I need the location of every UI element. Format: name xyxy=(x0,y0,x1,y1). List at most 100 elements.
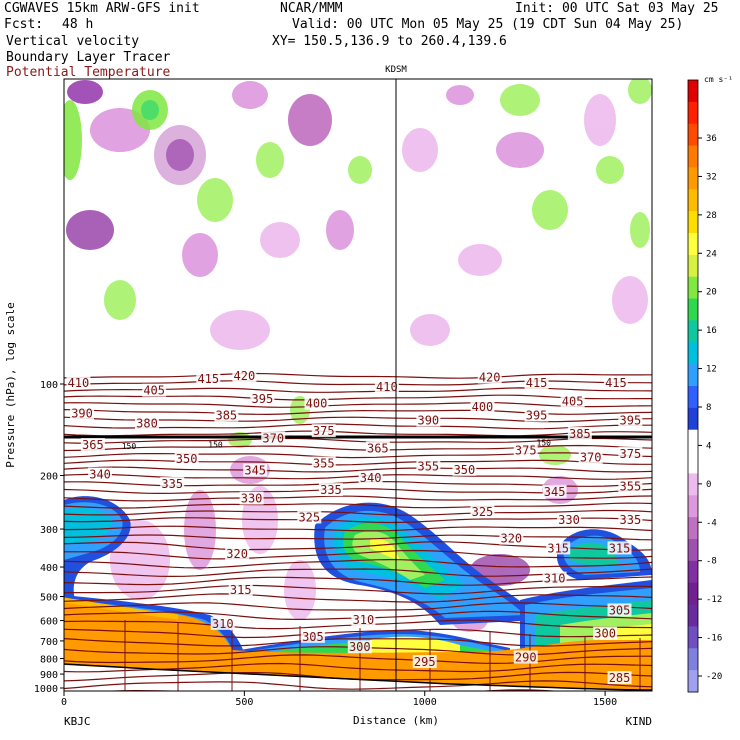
theta-contour xyxy=(64,699,652,707)
theta-label-bg xyxy=(607,671,632,685)
theta-label: 335 xyxy=(620,513,642,527)
colorbar-swatch xyxy=(688,364,698,387)
theta-label: 415 xyxy=(526,376,548,390)
theta-label-bg xyxy=(232,369,257,383)
x-tick-label: 500 xyxy=(235,697,253,708)
theta-label-bg xyxy=(578,450,603,464)
y-tick-label: 600 xyxy=(40,617,58,628)
theta-label-bg xyxy=(160,477,185,491)
inline-label: 150 xyxy=(537,439,552,448)
theta-label-bg xyxy=(513,650,538,664)
theta-label-bg xyxy=(225,546,250,560)
colorbar-unit: cm s⁻¹ xyxy=(704,75,733,84)
theta-label-bg xyxy=(546,541,571,555)
left-station-label: KBJC xyxy=(64,715,91,728)
theta-label-bg xyxy=(470,505,495,519)
theta-contour xyxy=(64,638,652,647)
right-station-label: KIND xyxy=(626,715,653,728)
theta-label-bg xyxy=(452,462,477,476)
terrain-line xyxy=(64,663,652,691)
theta-label: 315 xyxy=(609,541,631,555)
theta-label-bg xyxy=(347,640,372,654)
theta-label: 350 xyxy=(176,452,198,466)
colorbar-label: 36 xyxy=(706,134,717,144)
theta-contour xyxy=(64,423,652,430)
colorbar-label: 24 xyxy=(706,249,717,259)
forecast-label: Fcst: xyxy=(4,17,44,32)
theta-contour xyxy=(64,517,652,524)
theta-label-bg xyxy=(297,510,322,524)
colorbar-label: -20 xyxy=(706,672,722,682)
x-axis-title: Distance (km) xyxy=(353,714,439,727)
y-tick-label: 800 xyxy=(40,655,58,666)
theta-label-bg xyxy=(607,603,632,617)
theta-label-bg xyxy=(374,379,399,393)
theta-label: 355 xyxy=(417,459,439,473)
colorbar-swatch xyxy=(688,473,698,496)
field-boundary-layer-tracer: Boundary Layer Tracer xyxy=(6,50,171,65)
theta-labels: 410 415 420 410 420 415 415 405 395 400 400 405 390 3… xyxy=(66,369,643,685)
y-tick-label: 400 xyxy=(40,563,58,574)
colorbar-label: -4 xyxy=(706,518,717,528)
field-vertical-velocity: Vertical velocity xyxy=(6,34,140,49)
theta-label: 400 xyxy=(472,400,494,414)
theta-contour xyxy=(64,525,652,532)
theta-label: 375 xyxy=(515,444,537,458)
colorbar-label: 16 xyxy=(706,326,717,336)
theta-label: 310 xyxy=(212,617,234,631)
x-tick-label: 1000 xyxy=(413,697,437,708)
theta-label-bg xyxy=(311,424,336,438)
theta-contour xyxy=(64,372,652,379)
theta-label-bg xyxy=(524,376,549,389)
theta-label-bg xyxy=(304,396,329,410)
theta-label-bg xyxy=(477,370,502,384)
theta-label-bg xyxy=(513,443,538,457)
theta-label-bg xyxy=(603,376,628,389)
colorbar-label: -12 xyxy=(706,595,722,605)
theta-contour xyxy=(64,430,652,437)
theta-label-bg xyxy=(412,655,437,669)
org-label: NCAR/MMM xyxy=(280,1,343,16)
theta-label: 305 xyxy=(302,630,324,644)
theta-label-bg xyxy=(618,446,643,460)
theta-label: 350 xyxy=(454,463,476,477)
theta-label-bg xyxy=(66,376,91,389)
theta-label: 395 xyxy=(252,392,274,406)
theta-label-bg xyxy=(318,483,343,497)
kdsm-label: KDSM xyxy=(385,65,407,75)
theta-label: 315 xyxy=(230,583,252,597)
theta-label-bg xyxy=(542,571,567,585)
theta-label-bg xyxy=(300,629,325,643)
theta-contour xyxy=(64,534,652,541)
colorbar-swatch xyxy=(688,298,698,321)
theta-label: 300 xyxy=(594,627,616,641)
theta-label-bg xyxy=(239,491,264,505)
colorbar-swatch xyxy=(688,167,698,190)
theta-label-bg xyxy=(243,463,268,477)
colorbar-swatch xyxy=(688,626,698,649)
colorbar: 36 32 28 24 20 16 12 8 4 0 -4 -8 -12 -16 -20 xyxy=(687,79,722,693)
colorbar-swatch xyxy=(688,386,698,409)
theta-contour xyxy=(64,416,652,423)
theta-label: 375 xyxy=(620,447,642,461)
y-tick-label: 200 xyxy=(40,472,58,483)
colorbar-swatch xyxy=(688,670,698,693)
theta-label: 365 xyxy=(367,441,389,455)
theta-label: 320 xyxy=(500,532,522,546)
x-tick-label: 1500 xyxy=(593,697,617,708)
theta-contour xyxy=(64,502,652,509)
theta-label-bg xyxy=(358,470,383,484)
colorbar-swatch xyxy=(688,539,698,562)
theta-label: 415 xyxy=(197,372,219,386)
colorbar-swatch xyxy=(688,320,698,343)
theta-label: 420 xyxy=(479,371,501,385)
colorbar-swatch xyxy=(688,101,698,125)
theta-contour xyxy=(64,437,652,444)
theta-label-bg xyxy=(70,406,95,420)
init-time: Init: 00 UTC Sat 03 May 25 xyxy=(515,1,719,16)
colorbar-swatch xyxy=(688,495,698,518)
theta-label: 340 xyxy=(89,468,111,482)
theta-label: 410 xyxy=(68,376,90,390)
model-title: CGWAVES 15km ARW-GFS init xyxy=(4,1,200,16)
